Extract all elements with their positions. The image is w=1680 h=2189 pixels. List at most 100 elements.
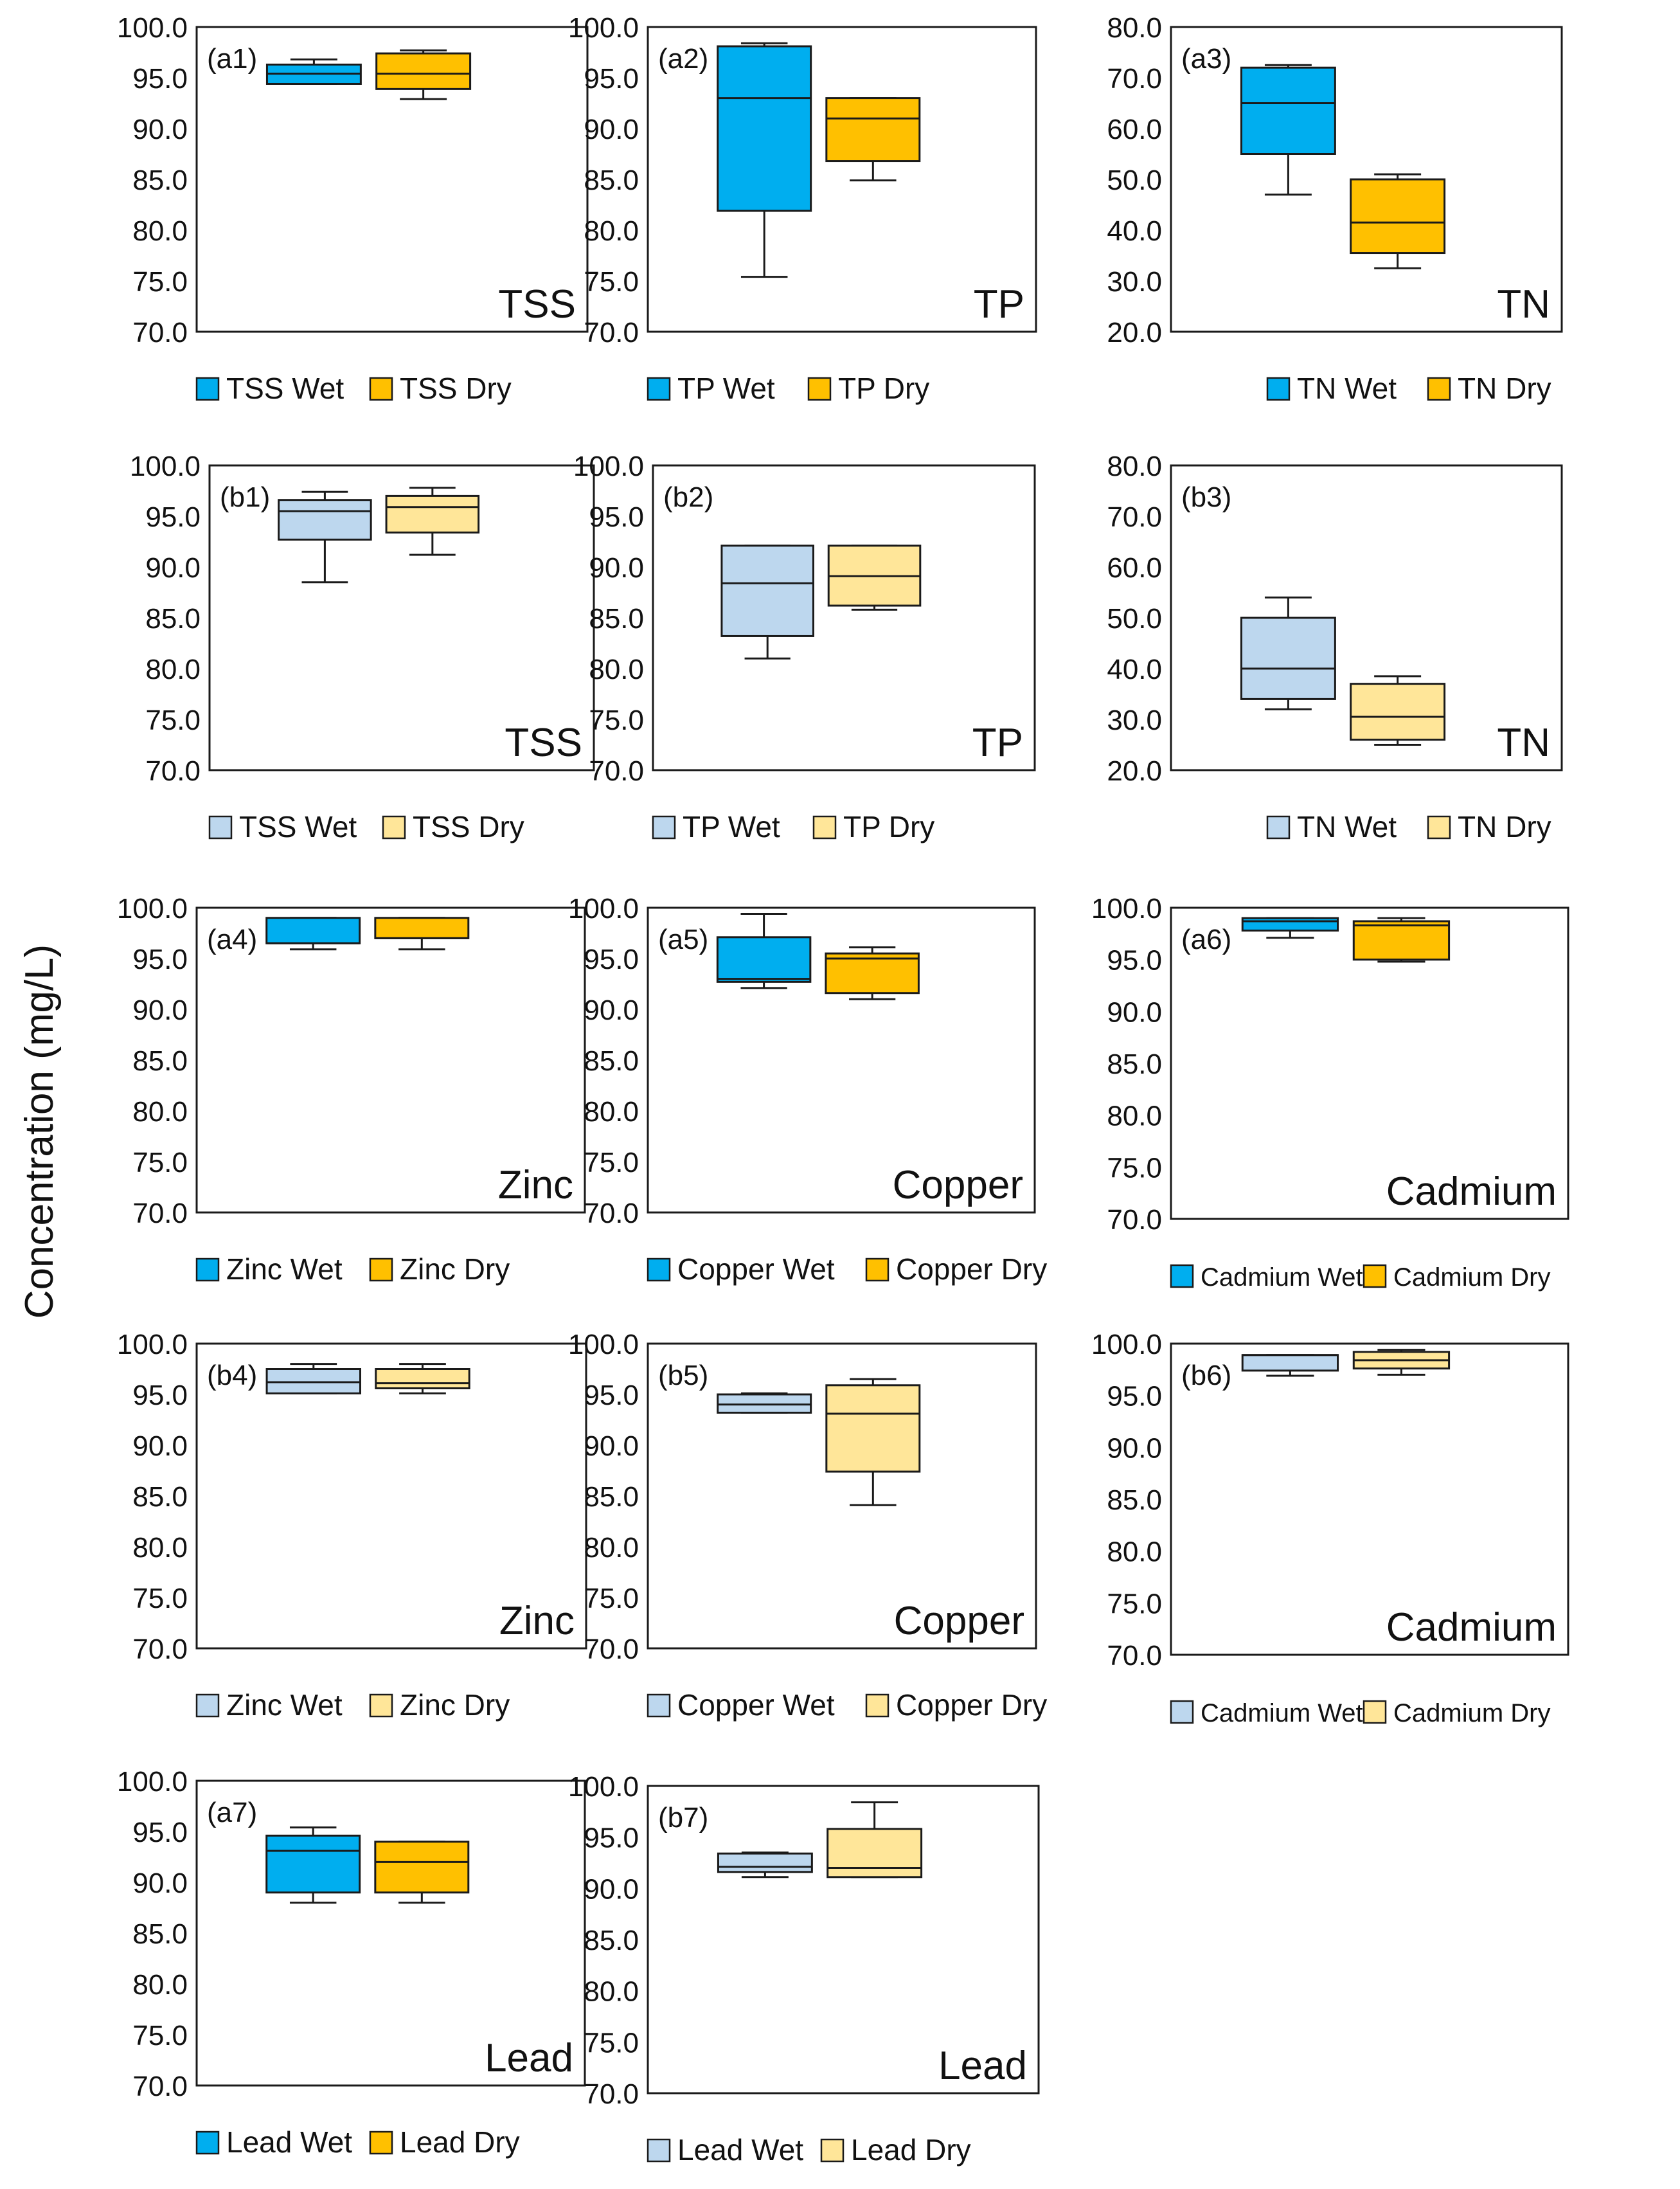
parameter-name: TN: [1497, 282, 1550, 327]
legend-swatch-tn-wet: [1266, 815, 1291, 840]
box-copper-dry: [825, 1378, 921, 1506]
y-tick-label: 95.0: [145, 501, 201, 533]
y-tick-label: 100.0: [117, 1329, 188, 1360]
box-iqr: [827, 1828, 923, 1878]
plot-frame-b2: [652, 464, 1036, 771]
legend-swatch-zinc-dry: [369, 1693, 393, 1718]
y-tick-label: 90.0: [589, 552, 644, 584]
y-tick-label: 90.0: [1107, 996, 1162, 1028]
y-tick-label: 90.0: [132, 1868, 188, 1899]
legend-swatch-cadmium-wet: [1170, 1700, 1194, 1724]
y-tick-label: 50.0: [1107, 165, 1162, 196]
y-tick-label: 70.0: [584, 317, 639, 348]
legend-swatch-cadmium-dry: [1363, 1700, 1387, 1724]
y-tick-label: 90.0: [132, 1430, 188, 1462]
y-tick-label: 75.0: [584, 2027, 639, 2058]
parameter-name: TP: [972, 721, 1023, 765]
y-tick-label: 85.0: [132, 165, 188, 196]
box-iqr: [1350, 683, 1446, 741]
legend-swatch-tss-wet: [208, 815, 233, 840]
y-tick-label: 80.0: [584, 1976, 639, 2008]
legend-label-tss-wet: TSS Wet: [226, 372, 344, 405]
legend-label-tp-wet: TP Wet: [677, 372, 775, 405]
y-tick-label: 70.0: [132, 317, 188, 348]
parameter-name: Copper: [893, 1163, 1023, 1207]
legend-label-copper-wet: Copper Wet: [677, 1252, 835, 1286]
y-tick-label: 90.0: [132, 114, 188, 145]
y-tick-label: 90.0: [145, 552, 201, 584]
panel-label: (b5): [658, 1360, 708, 1391]
box-lead-dry: [827, 1801, 923, 1878]
box-tss-wet: [265, 59, 362, 85]
box-iqr: [720, 545, 814, 637]
parameter-name: Lead: [938, 2044, 1027, 2088]
box-cadmium-dry: [1352, 1349, 1451, 1376]
y-tick-label: 100.0: [117, 12, 188, 44]
y-tick-label: 70.0: [584, 1634, 639, 1665]
box-tp-dry: [825, 97, 921, 182]
y-tick-label: 90.0: [584, 114, 639, 145]
legend-label-tp-dry: TP Dry: [838, 372, 929, 405]
legend-swatch-cadmium-dry: [1363, 1264, 1387, 1288]
legend-swatch-copper-wet: [647, 1257, 671, 1282]
box-iqr: [1241, 917, 1339, 932]
y-tick-label: 95.0: [132, 1817, 188, 1848]
parameter-name: Zinc: [498, 1163, 573, 1207]
box-zinc-dry: [374, 917, 470, 951]
y-tick-label: 75.0: [145, 705, 201, 736]
panel-b6: 70.0 75.0 80.0 85.0 90.0 95.0 100.0 (b6) Cadmium…: [1091, 1329, 1569, 1727]
y-tick-label: 95.0: [584, 1823, 639, 1854]
box-iqr: [1350, 178, 1446, 255]
panel-label: (a3): [1181, 43, 1231, 75]
y-tick-label: 100.0: [117, 1766, 188, 1797]
y-tick-label: 90.0: [584, 1430, 639, 1462]
box-iqr: [374, 1841, 470, 1894]
panel-a3: 20.0 30.0 40.0 50.0 60.0 70.0 80.0 (a3) TN TN Wet…: [1107, 12, 1563, 405]
panel-b1: 70.0 75.0 80.0 85.0 90.0 95.0 100.0 (b1) TSS TSS …: [130, 451, 595, 843]
y-tick-label: 30.0: [1107, 266, 1162, 298]
legend-b1: TSS Wet TSS Dry: [208, 810, 524, 843]
y-tick-label: 85.0: [584, 1481, 639, 1513]
y-tick-label: 80.0: [584, 1532, 639, 1563]
legend-swatch-cadmium-wet: [1170, 1264, 1194, 1288]
legend-swatch-zinc-wet: [195, 1693, 220, 1718]
legend-swatch-copper-dry: [865, 1257, 889, 1282]
legend-label-tn-wet: TN Wet: [1297, 810, 1397, 843]
legend-swatch-tss-dry: [369, 377, 393, 401]
y-tick-label: 60.0: [1107, 114, 1162, 145]
legend-label-zinc-wet: Zinc Wet: [226, 1252, 343, 1286]
box-zinc-dry: [375, 1363, 470, 1394]
y-tick-label: 20.0: [1107, 755, 1162, 787]
panel-b4: 70.0 75.0 80.0 85.0 90.0 95.0 100.0 (b4) Zinc Zin…: [117, 1329, 587, 1722]
plot-frame-a4: [195, 906, 586, 1214]
panel-b2: 70.0 75.0 80.0 85.0 90.0 95.0 100.0 (b2) TP TP We…: [573, 451, 1036, 843]
legend-a5: Copper Wet Copper Dry: [647, 1252, 1047, 1286]
box-iqr: [1240, 617, 1336, 700]
panel-a1: 70.0 75.0 80.0 85.0 90.0 95.0 100.0 (a1) TSS TSS …: [117, 12, 589, 405]
legend-swatch-tn-dry: [1427, 815, 1451, 840]
y-tick-label: 100.0: [568, 12, 639, 44]
box-zinc-wet: [265, 917, 361, 951]
box-copper-wet: [716, 912, 812, 989]
box-iqr: [375, 1368, 470, 1390]
legend-swatch-copper-wet: [647, 1693, 671, 1718]
box-tp-wet: [717, 42, 812, 278]
legend-label-tss-dry: TSS Dry: [400, 372, 512, 405]
box-iqr: [1240, 66, 1336, 155]
y-tick-label: 100.0: [1091, 893, 1162, 924]
y-tick-label: 70.0: [589, 755, 644, 787]
y-tick-label: 80.0: [584, 1096, 639, 1128]
y-tick-label: 85.0: [584, 1925, 639, 1956]
plot-frame-b6: [1170, 1342, 1569, 1656]
box-tss-dry: [385, 487, 480, 556]
box-iqr: [374, 917, 470, 939]
y-tick-label: 75.0: [132, 1583, 188, 1614]
y-tick-label: 95.0: [1107, 1381, 1162, 1412]
legend-label-lead-wet: Lead Wet: [677, 2133, 803, 2166]
y-tick-label: 70.0: [1107, 1204, 1162, 1236]
y-tick-label: 80.0: [132, 1532, 188, 1563]
y-tick-label: 100.0: [130, 451, 201, 482]
y-tick-label: 85.0: [132, 1045, 188, 1077]
y-tick-label: 60.0: [1107, 552, 1162, 584]
panel-label: (b7): [658, 1802, 708, 1833]
